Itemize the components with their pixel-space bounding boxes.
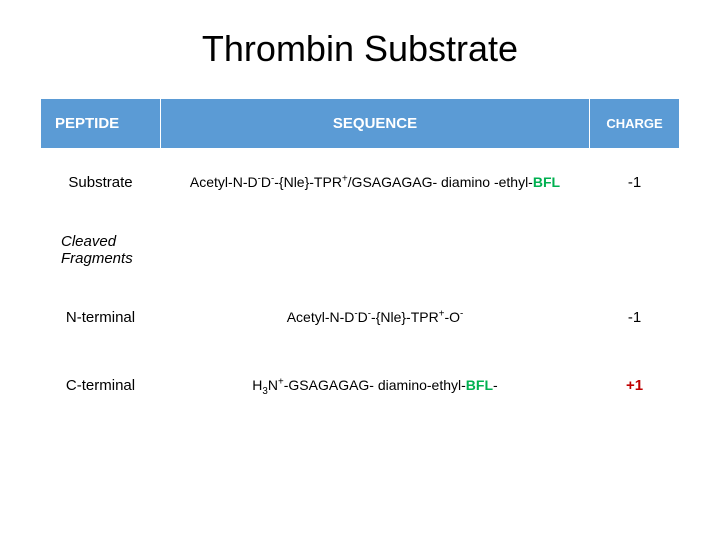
table-row: Cleaved Fragments <box>41 217 680 284</box>
charge-cell: +1 <box>590 352 680 420</box>
charge-cell <box>590 217 680 284</box>
slide-title: Thrombin Substrate <box>40 28 680 70</box>
peptide-cell: N-terminal <box>41 284 161 352</box>
peptide-cell: C-terminal <box>41 352 161 420</box>
table-row: SubstrateAcetyl-N-D-D--{Nle}-TPR+/GSAGAG… <box>41 149 680 217</box>
sequence-cell: Acetyl-N-D-D--{Nle}-TPR+/GSAGAGAG- diami… <box>161 149 590 217</box>
charge-cell: -1 <box>590 284 680 352</box>
sequence-cell: Acetyl-N-D-D--{Nle}-TPR+-O- <box>161 284 590 352</box>
table-header-row: PEPTIDE SEQUENCE CHARGE <box>41 99 680 149</box>
peptide-cell: Substrate <box>41 149 161 217</box>
table-row: C-terminalH3N+-GSAGAGAG- diamino-ethyl-B… <box>41 352 680 420</box>
col-header-charge: CHARGE <box>590 99 680 149</box>
col-header-peptide: PEPTIDE <box>41 99 161 149</box>
charge-cell: -1 <box>590 149 680 217</box>
col-header-sequence: SEQUENCE <box>161 99 590 149</box>
sequence-cell: H3N+-GSAGAGAG- diamino-ethyl-BFL- <box>161 352 590 420</box>
peptide-cell: Cleaved Fragments <box>41 217 161 284</box>
substrate-table: PEPTIDE SEQUENCE CHARGE SubstrateAcetyl-… <box>40 98 680 420</box>
sequence-cell <box>161 217 590 284</box>
table-row: N-terminalAcetyl-N-D-D--{Nle}-TPR+-O--1 <box>41 284 680 352</box>
